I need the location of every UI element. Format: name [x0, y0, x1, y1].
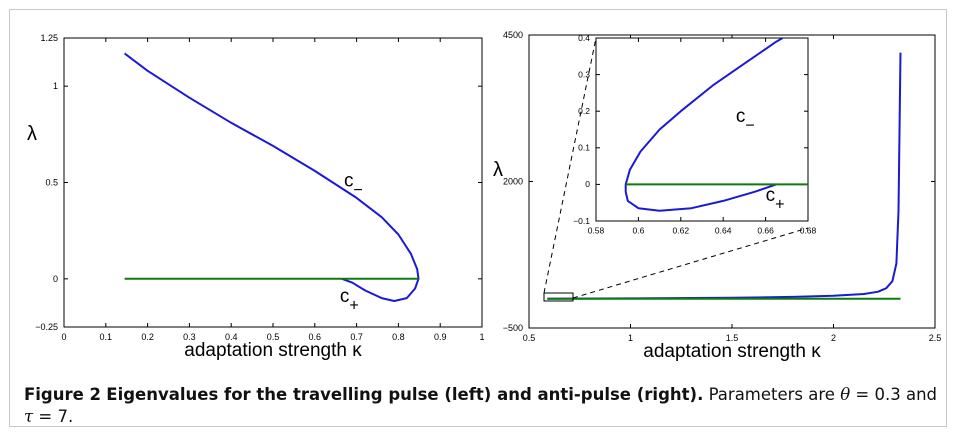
left-x-axis-label: adaptation strength κ	[184, 340, 362, 361]
caption-theta-value: = 0.3	[855, 385, 901, 404]
right-x-axis-label: adaptation strength κ	[643, 341, 821, 362]
right-x-tick-label: 0.5	[523, 333, 536, 343]
right-y-axis-label: λ	[493, 159, 503, 181]
left-x-tick-label: 0.4	[225, 332, 238, 342]
caption-and-text: and	[905, 385, 938, 404]
figure-canvas: 0 0.1 0.2 0.3 0.4 0.5 0.6 0.7 0.8 0.9 1−0.2500.511…	[27, 30, 941, 362]
inset-y-tick-label: 0.3	[578, 69, 590, 79]
caption-theta-symbol: θ	[840, 385, 851, 404]
left-y-tick-label: −0.25	[35, 322, 58, 332]
left-x-tick-label: 1	[479, 332, 484, 342]
zoom-dashed-line-left	[543, 37, 597, 294]
right-y-tick-label: −500	[503, 323, 523, 333]
zoom-dashed-line-right	[572, 227, 809, 299]
left-x-tick-label: 0.7	[350, 332, 363, 342]
left-x-tick-label: 0.8	[392, 332, 405, 342]
inset-chart: 0.58 0.6 0.62 0.64 0.66 0.68 −0.1 0 0.1 0.2 0.3 0.4…	[573, 33, 816, 236]
inset-y-tick-label: 0.2	[578, 106, 590, 116]
left-chart: 0 0.1 0.2 0.3 0.4 0.5 0.6 0.7 0.8 0.9 1−0.2500.511…	[27, 33, 485, 361]
right-x-tick-label: 2	[831, 333, 836, 343]
left-series	[123, 52, 420, 302]
right-chart: 0.5 1 1.5 2 2.5 −500 2000 4500 adaptation stren…	[493, 30, 941, 362]
left-y-axis-label: λ	[27, 123, 37, 145]
left-x-tick-label: 0.2	[141, 332, 154, 342]
inset-x-tick-label: 0.58	[588, 226, 605, 236]
left-series-c-minus	[123, 52, 420, 302]
right-x-tick-label: 1	[628, 333, 633, 343]
inset-x-tick-label: 0.6	[632, 226, 644, 236]
inset-ticks: 0.58 0.6 0.62 0.64 0.66 0.68 −0.1 0 0.1 0.2 0.3 0.4	[573, 33, 816, 236]
inset-y-tick-label: −0.1	[573, 216, 590, 226]
left-y-tick-label: 1.25	[40, 33, 58, 43]
right-x-tick-label: 2.5	[929, 333, 942, 343]
left-x-tick-label: 0.6	[309, 332, 322, 342]
left-x-tick-label: 0.3	[183, 332, 196, 342]
inset-y-tick-label: 0	[585, 179, 590, 189]
left-y-tick-label: 0	[53, 274, 58, 284]
left-ticks: 0 0.1 0.2 0.3 0.4 0.5 0.6 0.7 0.8 0.9 1−0.2500.511…	[35, 33, 484, 342]
inset-y-tick-label: 0.1	[578, 143, 590, 153]
inset-x-tick-label: 0.68	[800, 226, 817, 236]
figure-frame	[9, 9, 947, 427]
left-x-tick-label: 0.1	[100, 332, 113, 342]
zoom-region-box	[543, 292, 574, 302]
left-x-tick-label: 0.5	[267, 332, 280, 342]
left-x-tick-label: 0.9	[434, 332, 447, 342]
inset-y-tick-label: 0.4	[578, 33, 590, 43]
left-y-tick-label: 0.5	[45, 178, 58, 188]
left-x-tick-label: 0	[61, 332, 66, 342]
caption-figure-label: Figure 2	[24, 385, 102, 404]
inset-x-tick-label: 0.62	[673, 226, 690, 236]
right-y-tick-label: 4500	[503, 30, 523, 40]
right-y-tick-label: 2000	[503, 177, 523, 187]
left-y-tick-label: 1	[53, 81, 58, 91]
right-series	[547, 52, 902, 300]
caption-title: Eigenvalues for the travelling pulse (le…	[106, 385, 704, 404]
caption-tau-symbol: τ	[24, 407, 34, 426]
right-x-tick-label: 1.5	[726, 333, 739, 343]
inset-plot-area	[595, 37, 809, 222]
right-ticks: 0.5 1 1.5 2 2.5 −500 2000 4500	[503, 30, 942, 343]
caption-parameters-text: Parameters are	[708, 385, 835, 404]
figure-caption: Figure 2 Eigenvalues for the travelling …	[24, 384, 939, 428]
inset-x-tick-label: 0.66	[757, 226, 774, 236]
left-plot-area	[63, 37, 483, 328]
inset-series	[624, 38, 808, 212]
caption-tau-value: = 7.	[38, 407, 74, 426]
inset-x-tick-label: 0.64	[715, 226, 732, 236]
